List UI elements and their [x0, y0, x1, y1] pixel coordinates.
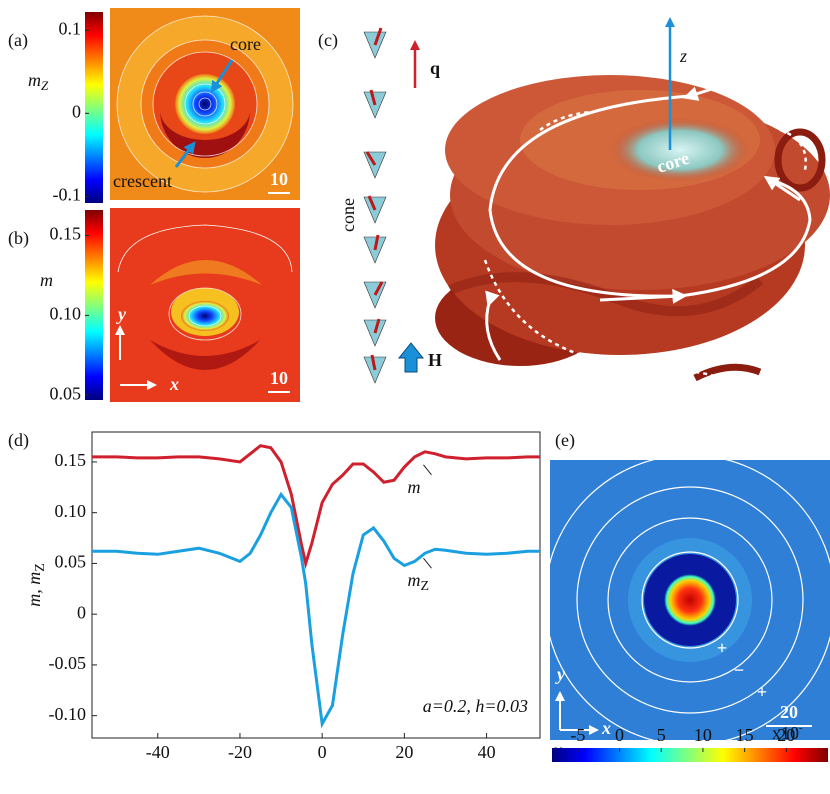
y-tick-label: -0.10 — [49, 704, 87, 724]
colorbar — [85, 12, 103, 203]
colorbar-tick-label: 0 — [615, 725, 624, 745]
y-tick-label: 0 — [77, 602, 86, 622]
x-tick-label: -40 — [146, 742, 170, 762]
series-label: mZ — [407, 570, 429, 594]
colorbar-tick-label: 0 — [72, 101, 81, 121]
panel-c: (c) q cone H z core — [318, 17, 830, 384]
colorbar-tick-label: 15 — [736, 725, 754, 745]
panel-d: (d) m, mZ y a=0.2, h=0.03 -40-2002040-0.… — [8, 430, 562, 762]
x-tick-label: 0 — [318, 742, 327, 762]
core-region — [181, 301, 229, 331]
axis-label: x — [169, 374, 179, 394]
scale-bar-label: 20 — [780, 702, 798, 722]
panel-e: (e) + − + y x 20 x10- — [544, 430, 830, 762]
panel-label: (e) — [555, 430, 575, 451]
series-line — [92, 491, 540, 729]
y-tick-label: -0.05 — [49, 653, 87, 673]
colorbar-tick-label: 0.1 — [59, 18, 82, 38]
series-name-subscript: Z — [420, 579, 429, 594]
series-label: m — [407, 477, 420, 497]
multiplier: x10 — [772, 723, 799, 743]
sign: + — [757, 682, 767, 702]
label-q: q — [430, 58, 440, 78]
core-region — [664, 574, 716, 626]
scale-bar-label: 10 — [270, 368, 288, 388]
x-tick-label: 40 — [478, 742, 496, 762]
colorbar-label: mZ — [28, 70, 49, 93]
colorbar-label: m — [40, 270, 53, 290]
x-tick-label: -20 — [228, 742, 252, 762]
exponent: - — [799, 723, 802, 734]
arc — [150, 340, 260, 370]
symbol: m — [28, 70, 41, 90]
panel-b: (b) m y x 10 — [8, 208, 300, 402]
colorbar-tick-label: 0.05 — [50, 383, 82, 403]
annotation: crescent — [113, 171, 172, 191]
panel-label: (d) — [8, 430, 29, 451]
colorbar-tick-label: -5 — [570, 725, 585, 745]
skyrmion-render — [435, 75, 830, 382]
y-axis-label: m, mZ — [24, 563, 48, 607]
plot-frame — [91, 431, 541, 739]
panel-label: (b) — [8, 228, 29, 249]
label-h: H — [428, 350, 442, 370]
label-leader — [423, 557, 432, 569]
sign: − — [734, 660, 744, 680]
colorbar-tick-label: 0.10 — [50, 304, 82, 324]
symbol: m, m — [24, 572, 44, 607]
sign: + — [717, 638, 727, 658]
panel-label: (a) — [8, 30, 28, 51]
x-tick-label: 20 — [395, 742, 413, 762]
series-name: m — [407, 477, 420, 497]
axis-label: x — [601, 718, 611, 738]
y-tick-label: 0.15 — [55, 450, 87, 470]
colorbar-tick-label: 20 — [777, 725, 795, 745]
label-z: z — [679, 46, 687, 66]
subscript: Z — [33, 563, 48, 572]
annotation: core — [230, 34, 261, 54]
cone-column — [363, 27, 387, 384]
colorbar — [552, 748, 828, 762]
scale-bar-label: 10 — [270, 169, 288, 189]
panel-a: (a) mZ core crescent 10 — [8, 8, 300, 203]
subscript: Z — [41, 78, 49, 93]
label-cone: cone — [338, 198, 358, 232]
label-leader — [423, 464, 432, 476]
colorbar-tick-label: 5 — [657, 725, 666, 745]
series-name: m — [407, 570, 420, 590]
y-tick-label: 0.10 — [55, 501, 87, 521]
series-line — [92, 444, 540, 570]
panel-label: (c) — [318, 30, 338, 51]
crescent-region — [160, 110, 250, 158]
arc — [150, 260, 262, 285]
colorbar-tick-label: 10 — [694, 725, 712, 745]
colorbar-tick-label: 0.15 — [50, 224, 82, 244]
axis-label: y — [116, 304, 127, 324]
core-region — [175, 74, 235, 134]
axis-label: y — [555, 664, 566, 684]
colorbar — [85, 210, 103, 400]
y-tick-label: 0.05 — [55, 552, 87, 572]
annotation: a=0.2, h=0.03 — [423, 696, 528, 716]
colorbar-tick-label: -0.1 — [53, 184, 82, 204]
colorbar-multiplier: x10- — [772, 723, 802, 743]
